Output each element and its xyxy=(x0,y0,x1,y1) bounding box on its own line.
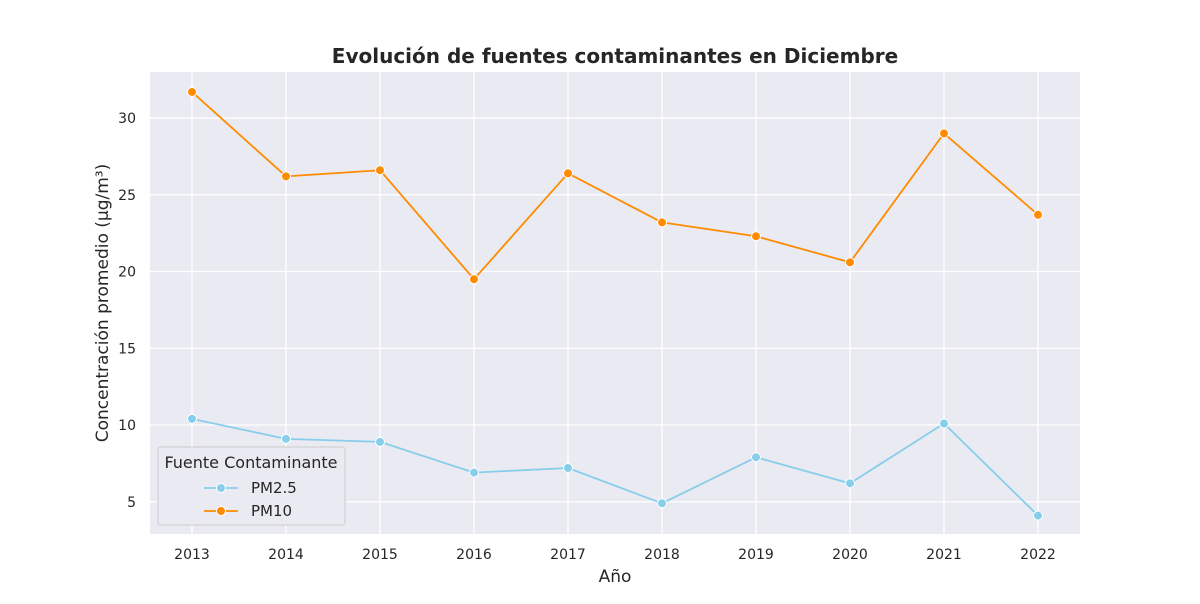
y-tick-label-20: 20 xyxy=(118,265,136,281)
series-group xyxy=(187,86,1043,521)
legend: Fuente Contaminante PM2.5 PM10 xyxy=(157,446,346,526)
y-tick-label-5: 5 xyxy=(127,495,136,511)
data-point-pm25-2019 xyxy=(751,452,761,463)
series-line-pm25 xyxy=(191,418,1039,517)
x-tick-label-2021: 2021 xyxy=(926,547,962,563)
legend-marker-pm25 xyxy=(216,483,226,493)
legend-title: Fuente Contaminante xyxy=(164,453,337,472)
legend-label-pm10: PM10 xyxy=(251,502,292,520)
series-line-pm10 xyxy=(191,91,1039,281)
y-axis-ticks: 5 10 15 20 25 30 xyxy=(118,111,136,511)
y-tick-label-10: 10 xyxy=(118,418,136,434)
x-tick-label-2022: 2022 xyxy=(1020,547,1056,563)
data-point-pm10-2013 xyxy=(187,86,197,97)
x-axis-label: Año xyxy=(599,567,632,587)
data-point-pm10-2018 xyxy=(657,217,667,228)
data-point-pm25-2013 xyxy=(187,413,197,424)
data-point-pm10-2014 xyxy=(281,171,291,182)
data-point-pm25-2018 xyxy=(657,498,667,509)
chart-title: Evolución de fuentes contaminantes en Di… xyxy=(332,44,898,68)
data-point-pm10-2021 xyxy=(939,128,949,139)
grid xyxy=(150,72,1080,534)
y-tick-label-25: 25 xyxy=(118,188,136,204)
legend-marker-pm10 xyxy=(216,506,226,516)
data-point-pm10-2020 xyxy=(845,257,855,268)
data-point-pm10-2019 xyxy=(751,231,761,242)
data-point-pm10-2017 xyxy=(563,168,573,179)
legend-items: PM2.5 PM10 xyxy=(204,479,297,520)
x-tick-label-2017: 2017 xyxy=(550,547,586,563)
data-point-pm25-2020 xyxy=(845,478,855,489)
y-axis-label: Concentración promedio (µg/m³) xyxy=(93,164,113,442)
legend-label-pm25: PM2.5 xyxy=(251,479,297,497)
x-tick-label-2014: 2014 xyxy=(268,547,304,563)
data-point-pm25-2015 xyxy=(375,436,385,447)
data-point-pm25-2017 xyxy=(563,463,573,473)
x-tick-label-2018: 2018 xyxy=(644,547,680,563)
x-axis-ticks: 2013 2014 2015 2016 2017 2018 2019 2020 2021 2022 xyxy=(174,547,1056,563)
legend-box xyxy=(157,446,346,526)
data-point-pm10-2022 xyxy=(1033,209,1043,220)
x-tick-label-2020: 2020 xyxy=(832,547,868,563)
data-point-pm10-2016 xyxy=(469,274,479,285)
data-point-pm25-2022 xyxy=(1033,510,1043,521)
y-tick-label-15: 15 xyxy=(118,341,136,357)
data-point-pm25-2014 xyxy=(281,433,291,444)
x-tick-label-2016: 2016 xyxy=(456,547,492,563)
data-point-pm25-2021 xyxy=(939,418,949,429)
x-tick-label-2013: 2013 xyxy=(174,547,210,563)
data-point-pm25-2016 xyxy=(469,467,479,478)
data-point-pm10-2015 xyxy=(375,165,385,176)
x-tick-label-2015: 2015 xyxy=(362,547,398,563)
x-tick-label-2019: 2019 xyxy=(738,547,774,563)
y-tick-label-30: 30 xyxy=(118,111,136,127)
